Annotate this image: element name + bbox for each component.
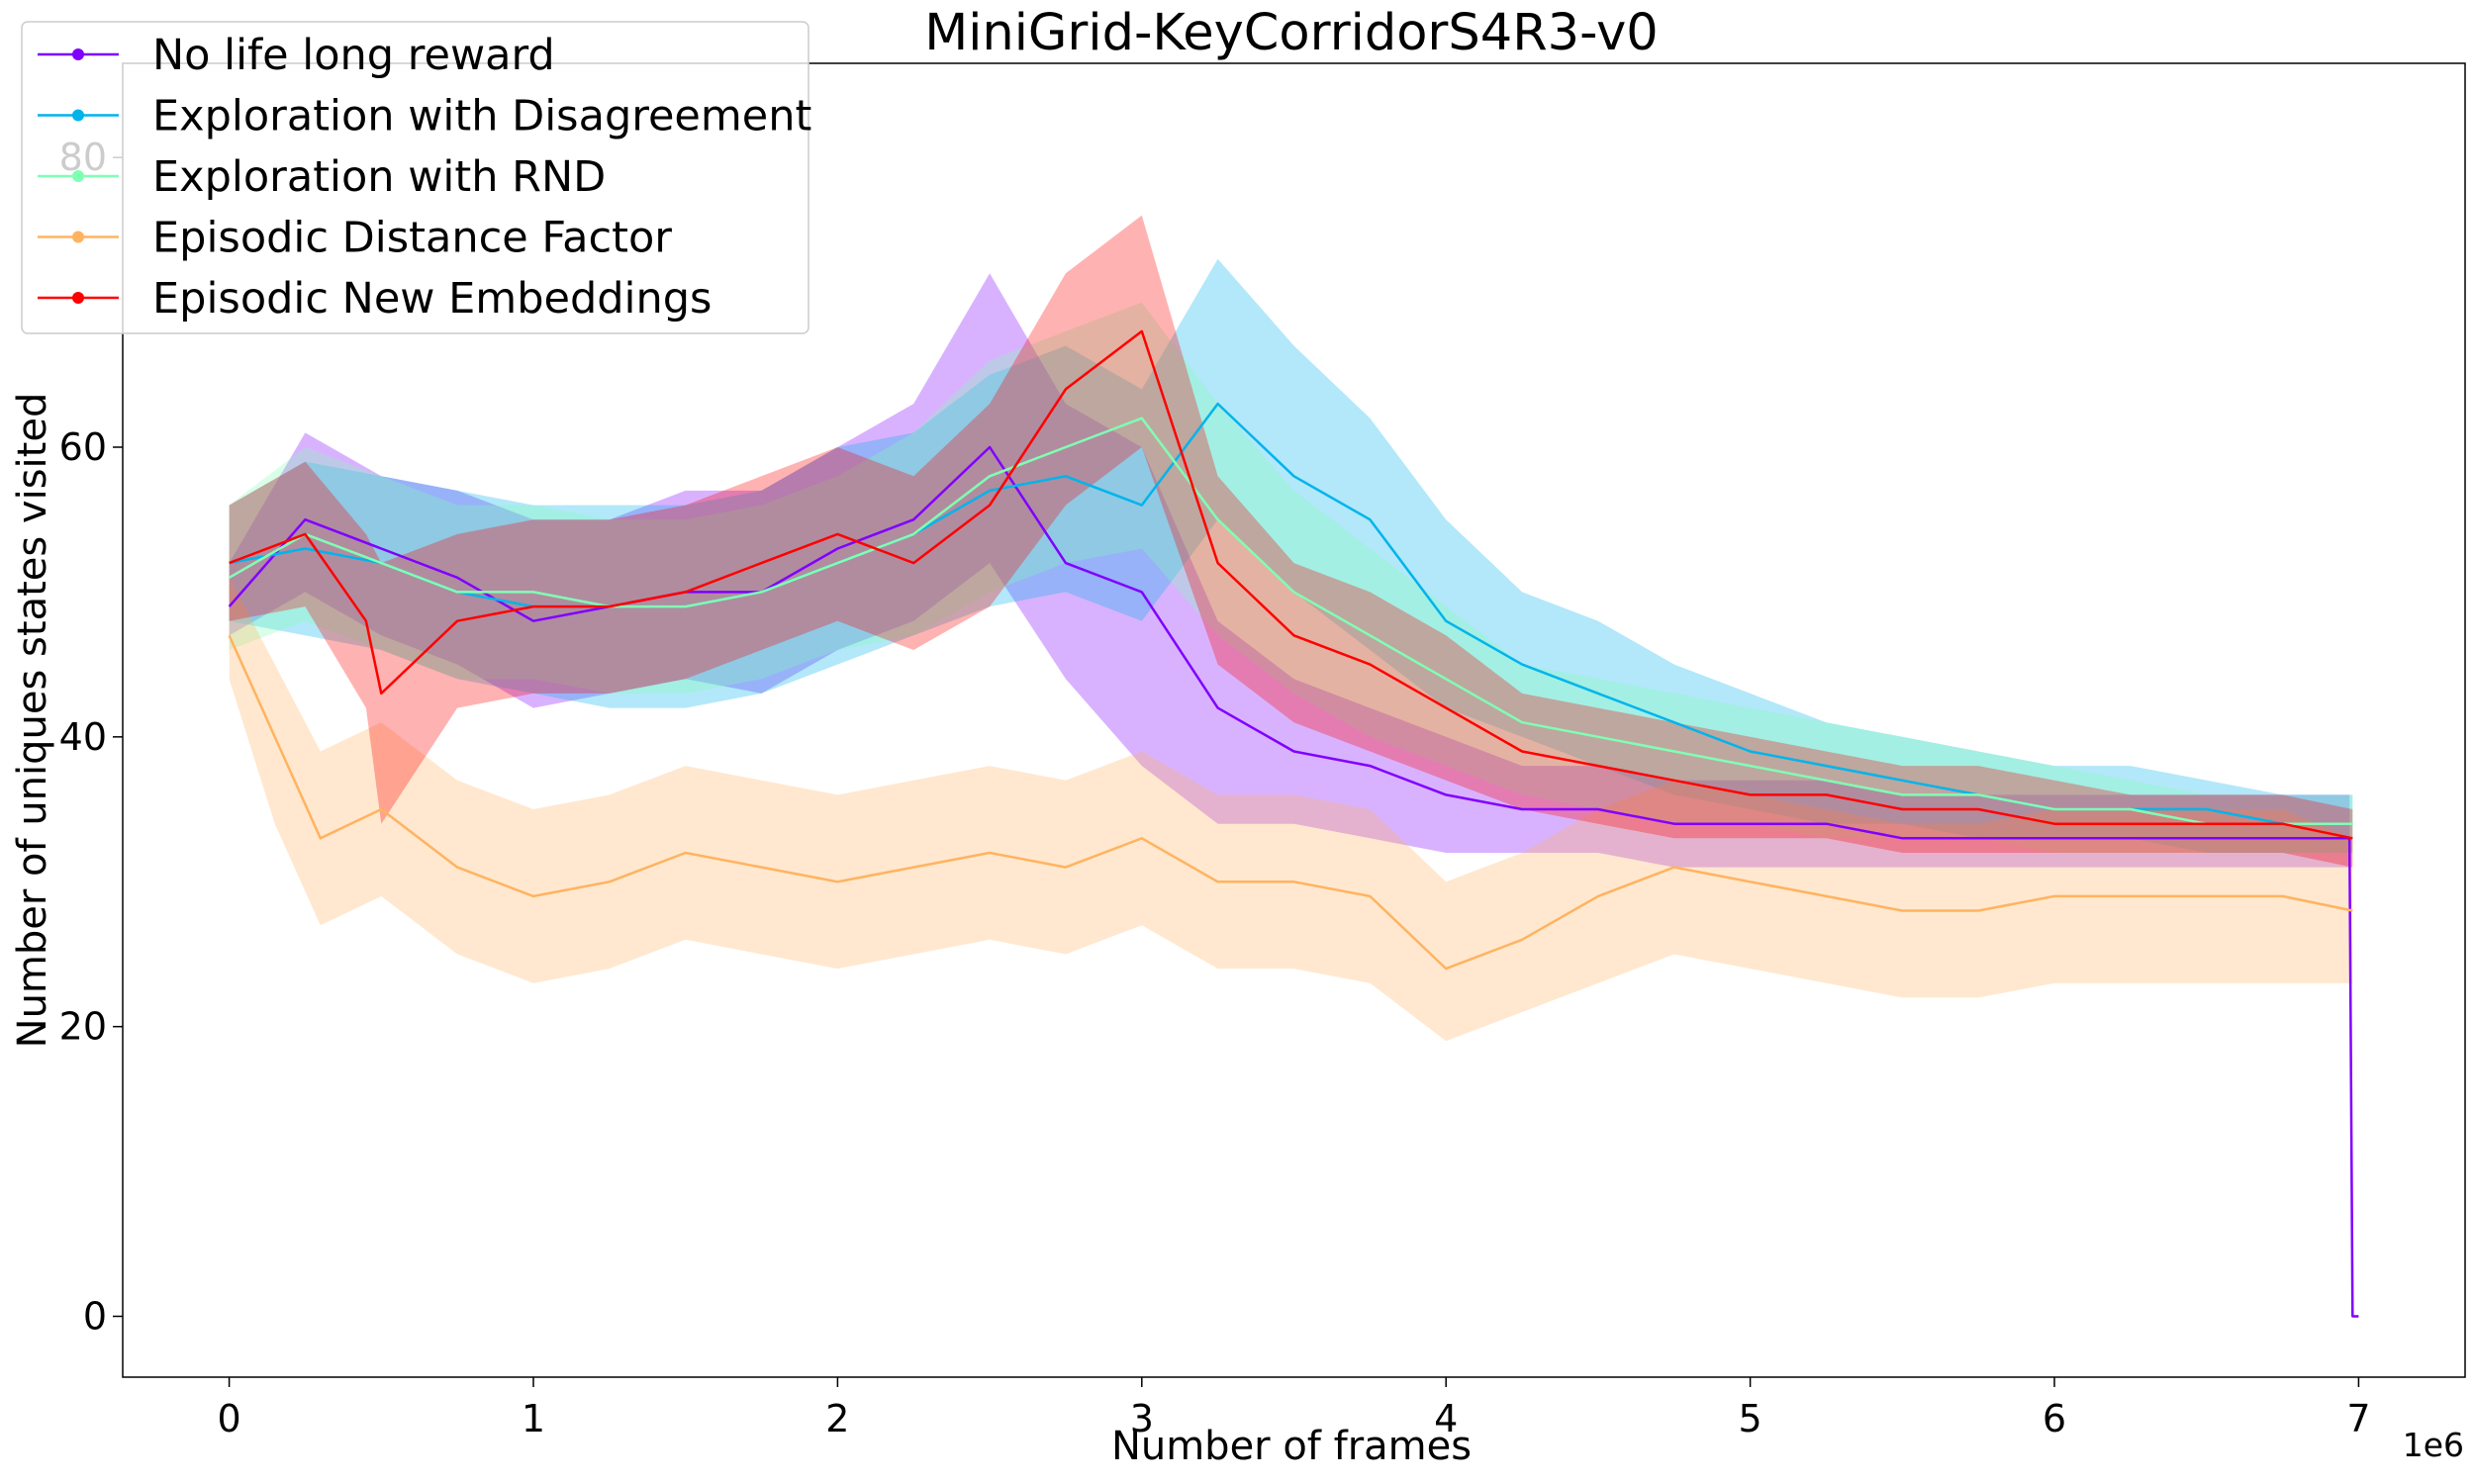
series-band-1 [229, 258, 2353, 853]
legend-marker-2 [72, 170, 84, 182]
x-tick-label: 5 [1739, 1397, 1762, 1440]
series-lines [228, 329, 2359, 1318]
legend-label-4: Episodic New Embeddings [152, 274, 712, 324]
x-tick-label: 0 [217, 1397, 240, 1440]
legend-marker-0 [72, 48, 84, 60]
y-tick-label: 20 [59, 1005, 107, 1049]
y-tick-label: 0 [83, 1295, 107, 1339]
legend-label-3: Episodic Distance Factor [152, 214, 672, 263]
x-tick-label: 3 [1130, 1397, 1154, 1440]
x-axis-ticks: 0 1 2 3 4 5 6 7 [217, 1377, 2371, 1440]
x-axis-label: Number of frames [1111, 1424, 1472, 1469]
legend: No life long reward Exploration with Disa… [21, 21, 811, 334]
plot-frame [122, 62, 2466, 1378]
series-line-4 [229, 329, 2353, 840]
y-tick-label: 60 [59, 425, 107, 469]
x-tick-label: 1 [522, 1397, 545, 1440]
legend-label-0: No life long reward [152, 31, 555, 80]
x-tick-label: 7 [2346, 1397, 2370, 1440]
x-tick-label: 6 [2043, 1397, 2066, 1440]
series-bands [229, 215, 2359, 1317]
series-band-3 [229, 577, 2353, 1042]
y-axis-label: Number of uniques states visited [10, 393, 55, 1049]
legend-marker-1 [72, 109, 84, 122]
legend-marker-3 [72, 231, 84, 243]
series-line-3 [228, 634, 2353, 971]
legend-frame [21, 21, 809, 334]
legend-marker-4 [72, 292, 84, 304]
y-tick-label: 40 [59, 715, 107, 759]
series-band-4 [229, 215, 2353, 868]
x-tick-label: 2 [825, 1397, 849, 1440]
legend-label-1: Exploration with Disagreement [152, 92, 811, 141]
x-axis-exponent: 1e6 [2403, 1426, 2464, 1464]
series-band-0 [229, 273, 2359, 1317]
x-tick-label: 4 [1434, 1397, 1458, 1440]
series-band-2 [229, 302, 2353, 854]
legend-label-2: Exploration with RND [152, 152, 606, 202]
series-line-2 [228, 417, 2353, 825]
chart-title: MiniGrid-KeyCorridorS4R3-v0 [924, 4, 1659, 62]
